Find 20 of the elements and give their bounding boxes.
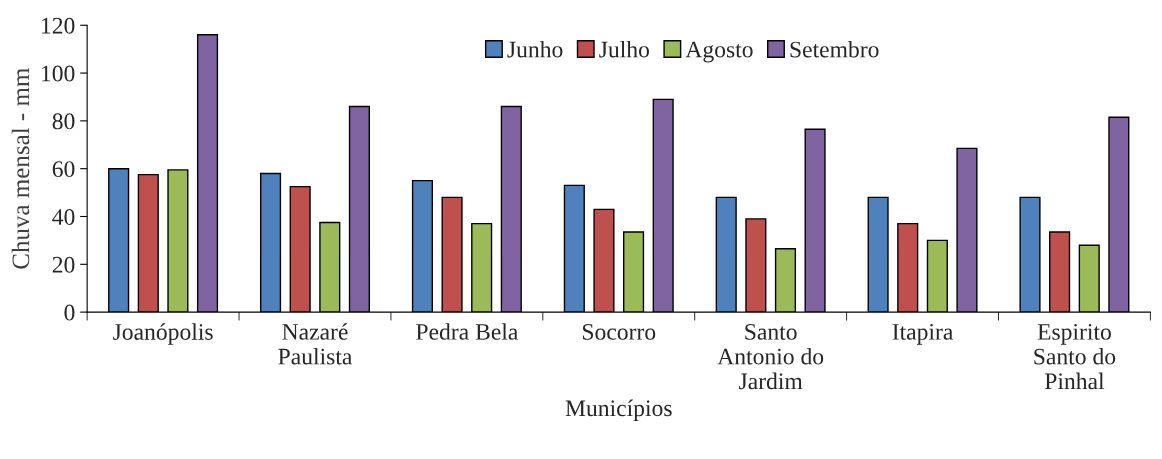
y-tick-label: 80: [52, 113, 75, 130]
x-tick-label: Pedra Bela: [416, 323, 519, 340]
x-tick-label: Espirito Santo do Pinhal: [1034, 323, 1116, 390]
x-axis-title: Municípios: [565, 399, 672, 422]
legend-label: Junho: [507, 40, 563, 58]
y-tick-label: 120: [42, 17, 75, 34]
y-tick-label: 60: [52, 161, 75, 178]
x-tick-label: Joanópolis: [113, 323, 213, 345]
x-tick-label: Nazaré Paulista: [278, 323, 353, 365]
legend-label: Julho: [599, 40, 650, 58]
x-tick-label: Itapira: [892, 323, 954, 345]
x-tick-label: Santo Antonio do Jardim: [717, 323, 824, 390]
y-tick-label: 0: [64, 304, 75, 321]
legend-label: Agosto: [685, 41, 753, 63]
legend-label: Setembro: [790, 40, 879, 58]
x-tick-label: Socorro: [582, 323, 656, 340]
y-tick-label: 20: [52, 256, 75, 273]
y-tick-label: 100: [42, 65, 75, 82]
y-axis-title: Chuva mensal - mm: [11, 68, 30, 269]
y-tick-label: 40: [52, 208, 75, 225]
